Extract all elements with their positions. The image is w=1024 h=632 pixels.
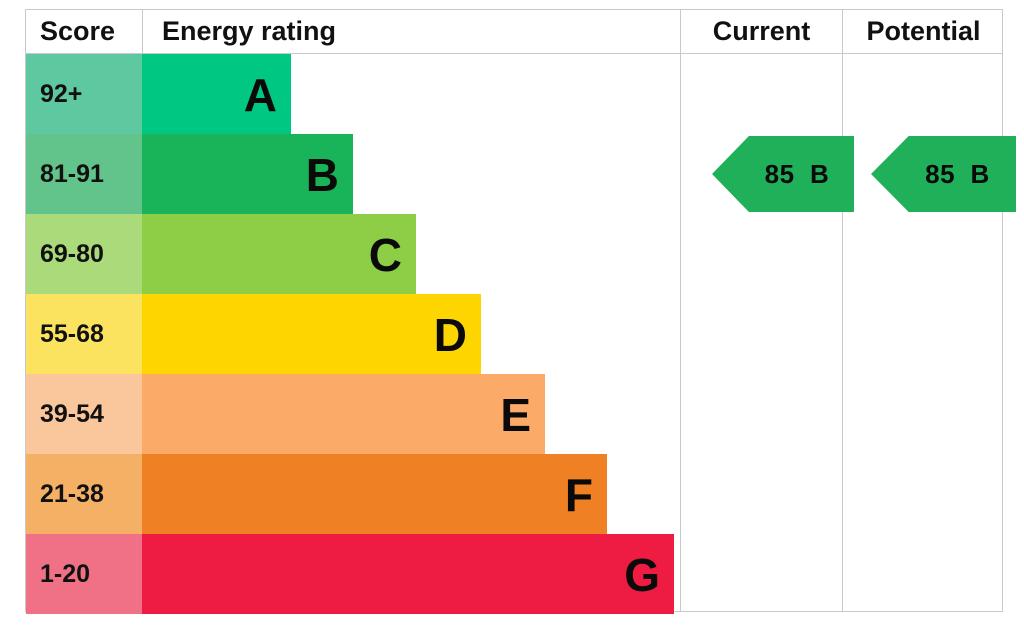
energy-band-bar-e: E <box>142 374 545 454</box>
potential-rating-cell: 85 B <box>842 134 1016 214</box>
energy-band-bar-b: B <box>142 134 353 214</box>
rating-row-a: 92+ A <box>26 54 1002 134</box>
column-header-energy-rating: Energy rating <box>142 10 680 53</box>
score-range-c: 69-80 <box>26 214 142 294</box>
potential-rating-label: 85 B <box>925 158 990 189</box>
column-header-score: Score <box>40 16 116 46</box>
energy-band-bar-d: D <box>142 294 481 374</box>
score-range-a: 92+ <box>26 54 142 134</box>
rating-row-g: 1-20 G <box>26 534 1002 614</box>
current-rating-arrow-icon: 85 B <box>712 136 854 212</box>
band-letter-c: C <box>368 229 402 281</box>
energy-band-bar-c: C <box>142 214 416 294</box>
band-letter-b: B <box>305 149 339 201</box>
current-rating-cell: 85 B <box>680 134 854 214</box>
score-range-d: 55-68 <box>26 294 142 374</box>
score-range-f: 21-38 <box>26 454 142 534</box>
rating-row-c: 69-80 C <box>26 214 1002 294</box>
divider-potential <box>842 54 843 612</box>
band-letter-g: G <box>624 549 660 601</box>
potential-rating-arrow-icon: 85 B <box>871 136 1016 212</box>
energy-band-bar-f: F <box>142 454 607 534</box>
epc-rating-chart: Score Energy rating Current Potential 92… <box>25 9 1016 614</box>
rating-row-d: 55-68 D <box>26 294 1002 374</box>
table-header: Score Energy rating Current Potential <box>26 10 1002 54</box>
column-header-potential: Potential <box>842 10 1004 53</box>
energy-band-bar-a: A <box>142 54 291 134</box>
band-letter-d: D <box>433 309 467 361</box>
rating-row-b: 81-91 B <box>26 134 1002 214</box>
column-header-current: Current <box>680 10 842 53</box>
score-range-g: 1-20 <box>26 534 142 614</box>
divider-current <box>680 54 681 612</box>
current-rating-label: 85 B <box>764 158 830 189</box>
score-range-b: 81-91 <box>26 134 142 214</box>
band-letter-e: E <box>500 389 531 441</box>
rating-row-f: 21-38 F <box>26 454 1002 534</box>
table-body: 92+ A 81-91 B 69-80 C 55-68 D 39-54 E 21-38 F 1-20 G … <box>26 54 1016 614</box>
rating-row-e: 39-54 E <box>26 374 1002 454</box>
band-letter-f: F <box>564 469 593 521</box>
score-range-e: 39-54 <box>26 374 142 454</box>
energy-band-bar-g: G <box>142 534 674 614</box>
band-letter-a: A <box>243 69 277 121</box>
